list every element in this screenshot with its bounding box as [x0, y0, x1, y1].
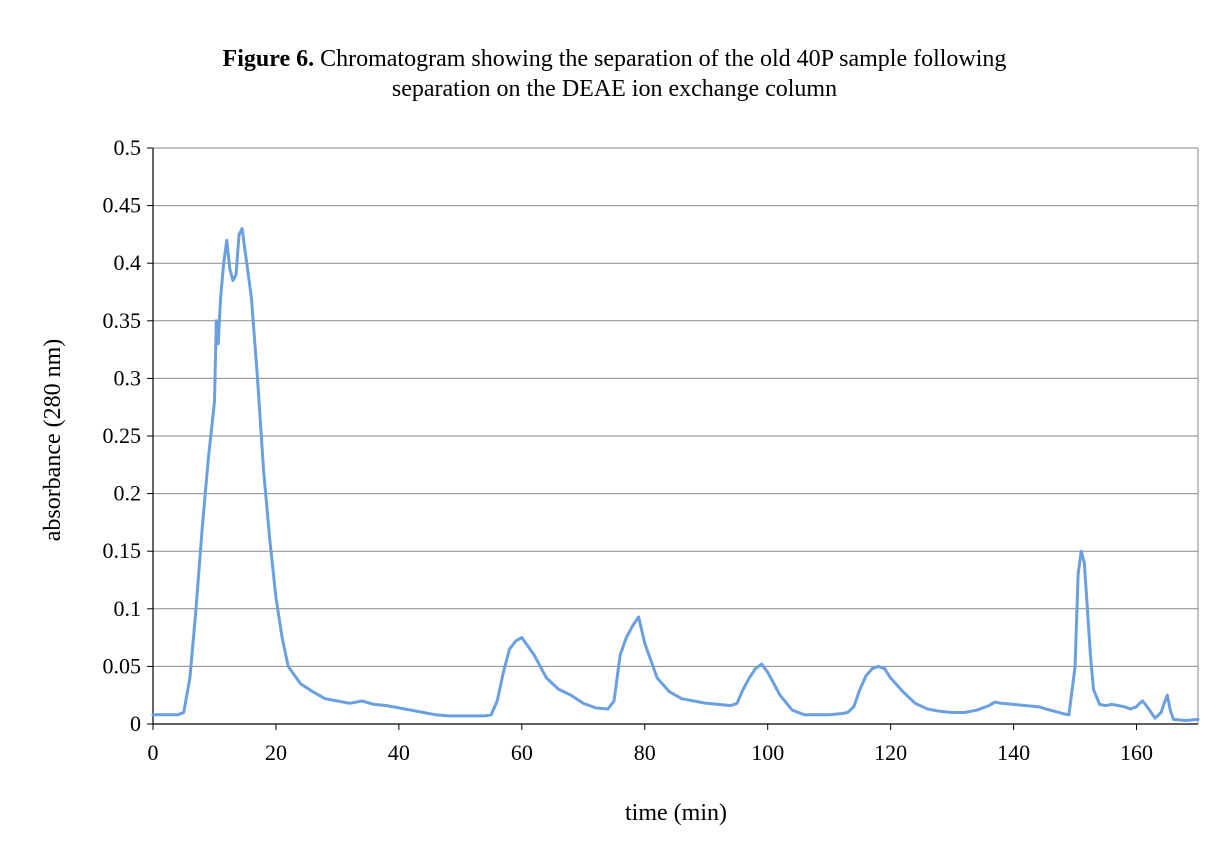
x-tick-label: 140	[997, 740, 1030, 765]
x-tick-label: 120	[874, 740, 907, 765]
data-series	[151, 227, 1200, 722]
y-tick-label: 0.05	[103, 653, 142, 678]
y-tick-label: 0.45	[103, 193, 142, 218]
y-tick-label: 0.35	[103, 308, 142, 333]
y-tick-label: 0	[130, 711, 141, 736]
x-tick-label: 20	[265, 740, 287, 765]
x-tick-label: 80	[634, 740, 656, 765]
y-tick-label: 0.1	[114, 596, 142, 621]
y-tick-label: 0.4	[114, 250, 142, 275]
chart-title-line1: Figure 6. Chromatogram showing the separ…	[0, 44, 1229, 74]
y-tick-label: 0.5	[114, 135, 142, 160]
y-tick-label: 0.15	[103, 538, 142, 563]
figure-label: Figure 6.	[222, 46, 315, 72]
grid-lines	[153, 147, 1199, 724]
x-tick-label: 0	[148, 740, 159, 765]
y-tick-label: 0.2	[114, 481, 142, 506]
chart-title: Figure 6. Chromatogram showing the separ…	[0, 44, 1229, 104]
y-tick-labels: 0 0.05 0.1 0.15 0.2 0.25 0.3 0.35 0.4 0.45 0.5	[103, 135, 142, 736]
x-tick-label: 60	[511, 740, 533, 765]
absorbance-line	[151, 227, 1200, 722]
y-axis-label: absorbance (280 nm)	[40, 339, 66, 542]
axes	[147, 147, 1198, 730]
x-tick-label: 100	[751, 740, 784, 765]
caption-line1: Chromatogram showing the separation of t…	[314, 46, 1007, 72]
y-tick-label: 0.25	[103, 423, 142, 448]
caption-line2: separation on the DEAE ion exchange colu…	[391, 76, 838, 102]
y-tick-label: 0.3	[114, 365, 142, 390]
x-tick-labels: 0 20 40 60 80 100 120 140 160	[148, 740, 1154, 765]
x-axis-label: time (min)	[625, 800, 727, 826]
x-tick-label: 160	[1120, 740, 1153, 765]
x-tick-label: 40	[388, 740, 410, 765]
